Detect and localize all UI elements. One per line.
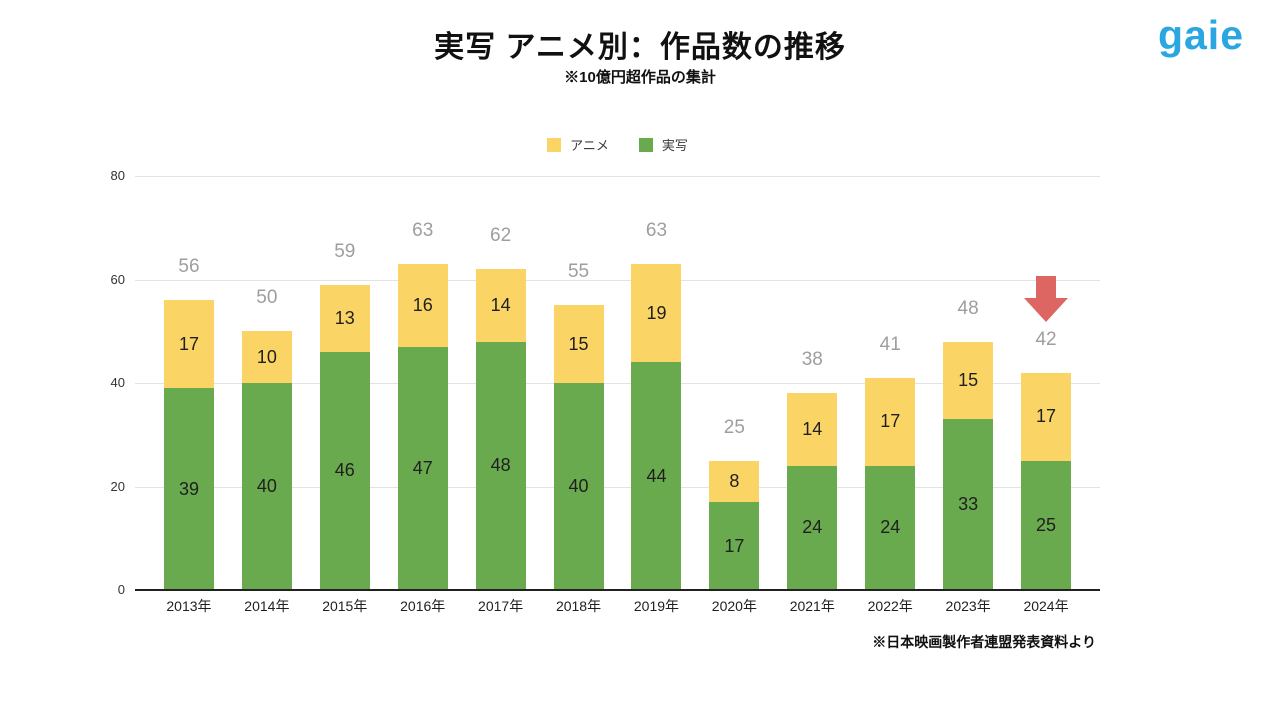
chart-legend: アニメ 実写 xyxy=(135,135,1100,154)
bar-segment-live: 17 xyxy=(709,502,760,590)
bar-total-label: 25 xyxy=(723,416,745,438)
bar-segment-anime: 10 xyxy=(241,331,292,383)
gridline xyxy=(135,383,1100,384)
gridline xyxy=(135,486,1100,488)
x-tick-label: 2022年 xyxy=(867,598,913,614)
x-tick-label: 2024年 xyxy=(1023,598,1069,614)
bar-total-label: 41 xyxy=(879,333,901,355)
bar-segment-live: 44 xyxy=(631,362,682,590)
gridline xyxy=(135,279,1100,281)
bar-segment-live: 24 xyxy=(787,465,838,590)
legend-swatch xyxy=(547,137,562,152)
y-tick-label: 60 xyxy=(110,271,125,287)
bar-total-label: 56 xyxy=(178,256,200,278)
bar-segment-anime: 14 xyxy=(787,393,838,466)
x-tick-label: 2020年 xyxy=(711,598,757,614)
bar-total-label: 63 xyxy=(645,219,668,241)
bar-segment-anime: 17 xyxy=(1021,372,1072,461)
bar-total-label: 63 xyxy=(412,219,434,241)
down-arrow-icon xyxy=(1024,298,1069,322)
y-tick-label: 40 xyxy=(110,375,125,390)
bar-total-label: 62 xyxy=(490,225,512,247)
legend-label: アニメ xyxy=(570,138,609,153)
page-title: 実写 アニメ別：作品数の推移 xyxy=(434,31,846,64)
bar-segment-anime: 19 xyxy=(631,263,682,363)
legend-label: 実写 xyxy=(661,138,688,153)
bar-segment-live: 40 xyxy=(553,383,604,590)
bar-segment-live: 40 xyxy=(241,383,292,590)
bar-total-label: 38 xyxy=(801,349,823,371)
bar-total-label: 48 xyxy=(957,297,979,319)
y-tick-label: 80 xyxy=(110,168,125,183)
bar-segment-live: 24 xyxy=(865,465,916,590)
x-tick-label: 2021年 xyxy=(789,598,835,614)
bar-segment-anime: 15 xyxy=(553,305,604,383)
bar-segment-anime: 8 xyxy=(709,460,760,503)
bar-segment-live: 39 xyxy=(163,388,214,590)
page-subtitle: ※10億円超作品の集計 xyxy=(564,69,716,86)
bar-segment-anime: 16 xyxy=(397,263,448,347)
bar-segment-anime: 17 xyxy=(163,300,214,389)
bar-segment-live: 48 xyxy=(475,341,526,590)
down-arrow-icon xyxy=(1036,276,1057,298)
x-tick-label: 2023年 xyxy=(945,598,991,614)
bar-total-label: 50 xyxy=(256,287,278,309)
bar-total-label: 42 xyxy=(1035,328,1057,350)
gridline xyxy=(135,176,1100,177)
x-tick-label: 2017年 xyxy=(478,598,524,614)
gaie-logo: gaie xyxy=(1157,12,1244,58)
chart-plot-area: 0 20 40 60 80 39 17 56 2013年 40 10 50 2014年 46 13 59 201… xyxy=(111,168,1100,614)
bar-segment-live: 25 xyxy=(1021,460,1072,590)
legend-swatch xyxy=(638,137,653,152)
x-tick-label: 2015年 xyxy=(322,598,368,614)
bar-total-label: 59 xyxy=(334,240,356,262)
x-tick-label: 2013年 xyxy=(166,598,212,614)
bar-segment-anime: 15 xyxy=(943,341,994,420)
y-tick-label: 20 xyxy=(110,478,125,494)
x-tick-label: 2018年 xyxy=(555,598,602,614)
bar-segment-anime: 14 xyxy=(475,269,526,342)
bar-segment-live: 47 xyxy=(397,346,448,590)
x-axis-line xyxy=(135,589,1100,591)
legend-item: 実写 xyxy=(638,135,688,154)
source-footnote: ※日本映画製作者連盟発表資料より xyxy=(872,634,1096,650)
bar-segment-live: 46 xyxy=(319,351,370,590)
x-tick-label: 2019年 xyxy=(633,598,680,614)
x-tick-label: 2016年 xyxy=(400,598,446,614)
bar-segment-anime: 17 xyxy=(865,377,916,466)
y-tick-label: 0 xyxy=(117,582,125,597)
x-tick-label: 2014年 xyxy=(244,598,290,614)
legend-item: アニメ xyxy=(547,135,609,154)
bar-segment-anime: 13 xyxy=(319,284,370,352)
bar-total-label: 55 xyxy=(567,261,590,283)
bar-segment-live: 33 xyxy=(943,419,994,590)
